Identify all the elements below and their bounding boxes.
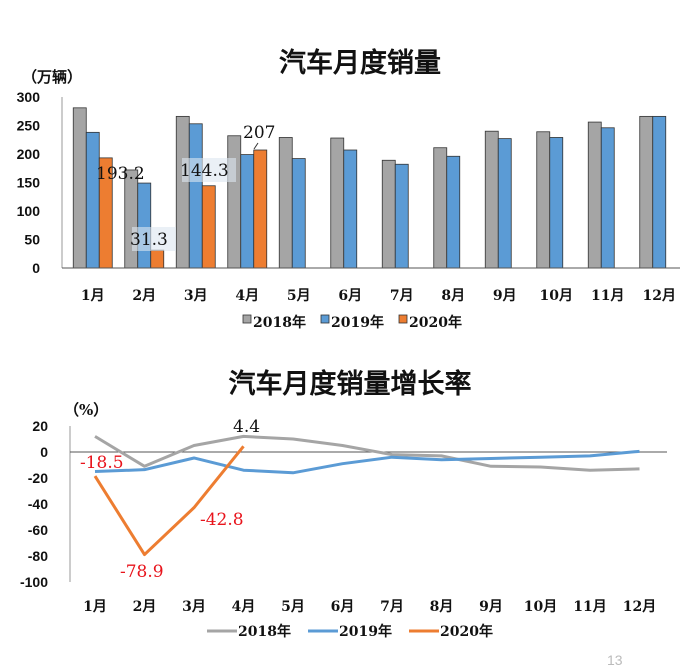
line-data-label: 4.4 xyxy=(233,417,260,437)
page-number: 13 xyxy=(607,652,623,667)
bar-2018年-12月 xyxy=(639,115,654,269)
bar-2018年-11月 xyxy=(587,121,602,269)
bar-y-tick: 150 xyxy=(17,175,41,191)
bar-data-label: 207 xyxy=(243,123,275,143)
bar-2020年-2月 xyxy=(150,249,165,269)
bar-x-tick: 3月 xyxy=(184,288,208,304)
data-label-bg xyxy=(182,158,236,182)
line-x-tick: 3月 xyxy=(182,599,206,615)
bar-y-unit: （万辆） xyxy=(22,68,82,86)
legend-label: 2020年 xyxy=(440,623,493,640)
bar-x-tick: 12月 xyxy=(643,288,676,304)
bar-x-tick: 10月 xyxy=(540,288,573,304)
line-x-tick: 9月 xyxy=(479,599,503,615)
line-data-label: -42.8 xyxy=(200,510,244,530)
bar-x-tick: 6月 xyxy=(338,288,362,304)
data-label-bg xyxy=(132,227,176,251)
legend-label: 2018年 xyxy=(253,314,306,331)
bar-y-tick: 200 xyxy=(17,146,41,162)
legend-label: 2019年 xyxy=(339,623,392,640)
line-x-tick: 8月 xyxy=(430,599,454,615)
bar-2018年-3月 xyxy=(175,115,190,269)
bar-y-tick: 250 xyxy=(17,118,41,134)
bar-2018年-10月 xyxy=(536,131,551,269)
bar-2019年-4月 xyxy=(240,154,255,269)
line-x-tick: 12月 xyxy=(623,599,656,615)
line-x-tick: 5月 xyxy=(281,599,305,615)
bar-y-tick: 0 xyxy=(32,260,40,276)
line-x-tick: 2月 xyxy=(133,599,157,615)
legend-swatch-2020年 xyxy=(398,314,408,324)
line-x-tick: 6月 xyxy=(331,599,355,615)
bar-2020年-4月 xyxy=(253,149,268,269)
line-x-tick: 10月 xyxy=(524,599,557,615)
bar-2018年-7月 xyxy=(381,159,396,269)
line-x-tick: 1月 xyxy=(83,599,107,615)
bar-y-tick: 100 xyxy=(17,203,41,219)
bar-2019年-7月 xyxy=(394,163,409,269)
bar-2018年-8月 xyxy=(433,147,448,269)
bar-2019年-10月 xyxy=(549,137,564,269)
bar-2019年-2月 xyxy=(137,182,152,269)
line-x-tick: 11月 xyxy=(573,599,606,615)
line-y-tick: -100 xyxy=(20,574,48,590)
line-data-label: -78.9 xyxy=(120,562,164,582)
bar-2018年-2月 xyxy=(124,169,139,269)
bar-x-tick: 8月 xyxy=(441,288,465,304)
line-series-2020年 xyxy=(93,445,245,557)
bar-2018年-4月 xyxy=(227,135,242,269)
bar-2019年-3月 xyxy=(188,123,203,269)
bar-2018年-9月 xyxy=(484,130,499,269)
legend-swatch-2019年 xyxy=(320,314,330,324)
line-chart-title: 汽车月度销量增长率 xyxy=(229,368,472,400)
bar-2019年-1月 xyxy=(85,131,100,269)
line-y-tick: -60 xyxy=(28,522,48,538)
bar-2020年-3月 xyxy=(201,185,216,269)
bar-data-label: 193.2 xyxy=(96,164,145,184)
line-x-tick: 7月 xyxy=(380,599,404,615)
bar-x-tick: 2月 xyxy=(132,288,156,304)
line-y-unit: （%） xyxy=(64,401,108,419)
bar-x-tick: 4月 xyxy=(235,288,259,304)
bar-x-tick: 7月 xyxy=(390,288,414,304)
legend-label: 2019年 xyxy=(331,314,384,331)
bar-2019年-12月 xyxy=(652,115,667,269)
bar-y-tick: 50 xyxy=(24,232,40,248)
bar-x-tick: 11月 xyxy=(591,288,624,304)
line-data-label: -18.5 xyxy=(80,453,124,473)
line-series-2019年 xyxy=(94,449,640,475)
bar-2019年-8月 xyxy=(446,155,461,269)
bar-2019年-11月 xyxy=(600,127,615,269)
line-y-tick: 0 xyxy=(40,444,48,460)
bar-chart-title: 汽车月度销量 xyxy=(279,47,441,79)
bar-2018年-5月 xyxy=(278,137,293,269)
bar-y-tick: 300 xyxy=(17,89,41,105)
line-y-tick: -20 xyxy=(28,470,48,486)
bar-2019年-9月 xyxy=(497,138,512,269)
legend-label: 2018年 xyxy=(238,623,291,640)
legend-label: 2020年 xyxy=(409,314,462,331)
bar-2019年-5月 xyxy=(291,158,306,269)
line-y-tick: -80 xyxy=(28,548,48,564)
bar-2019年-6月 xyxy=(343,149,358,269)
line-series-2018年 xyxy=(94,434,640,472)
legend-swatch-2018年 xyxy=(242,314,252,324)
bar-x-tick: 9月 xyxy=(493,288,517,304)
bar-2018年-6月 xyxy=(330,137,345,269)
bar-2018年-1月 xyxy=(72,107,87,269)
bar-x-tick: 5月 xyxy=(287,288,311,304)
data-label-leader xyxy=(253,142,259,150)
line-x-tick: 4月 xyxy=(232,599,256,615)
line-y-tick: -40 xyxy=(28,496,48,512)
bar-data-label: 31.3 xyxy=(130,230,168,250)
bar-x-tick: 1月 xyxy=(81,288,105,304)
line-y-tick: 20 xyxy=(32,418,48,434)
bar-data-label: 144.3 xyxy=(180,161,229,181)
